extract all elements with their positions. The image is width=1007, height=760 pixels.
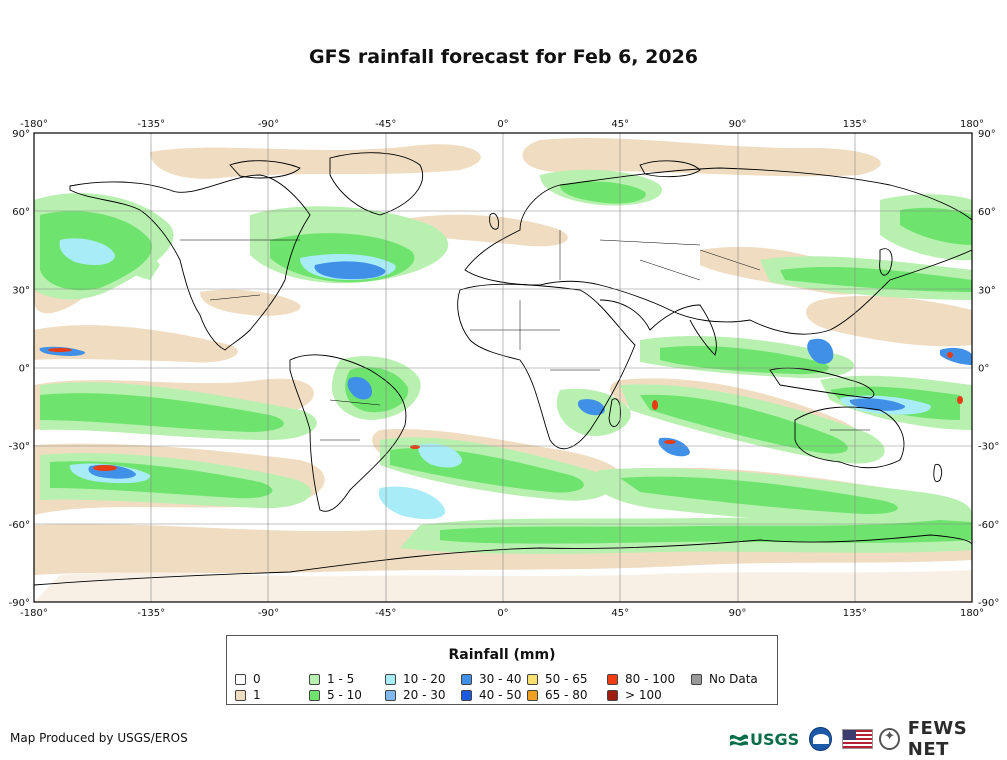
top-longitude-tick: -45° [375,119,396,130]
legend-label: 50 - 65 [545,672,588,686]
legend-swatch [309,673,320,685]
legend-item: 20 - 30 [385,688,446,702]
state-department-seal-icon [879,728,900,750]
left-latitude-tick: -60° [9,520,30,531]
right-latitude-tick: 90° [978,129,996,140]
legend-label: 0 [253,672,261,686]
left-latitude-tick: 90° [12,129,30,140]
map-title: GFS rainfall forecast for Feb 6, 2026 [308,46,699,68]
usgs-logo: USGS [730,730,799,749]
right-latitude-tick: -90° [978,598,999,609]
bottom-longitude-tick: 45° [611,608,629,619]
legend-label: 10 - 20 [403,672,446,686]
top-longitude-tick: 90° [729,119,747,130]
us-flag-icon [841,729,874,749]
gridlines [34,133,972,602]
legend-item: 1 - 5 [309,672,354,686]
bottom-longitude-tick: 180° [960,608,984,619]
legend-item: 65 - 80 [527,688,588,702]
legend-swatch [527,673,538,685]
bottom-longitude-tick: -90° [258,608,279,619]
legend-swatch [691,673,702,685]
legend-item: 80 - 100 [607,672,675,686]
top-longitude-tick: 180° [960,119,984,130]
legend-item: 50 - 65 [527,672,588,686]
right-latitude-tick: 0° [978,364,989,375]
right-latitude-tick: -30° [978,442,999,453]
noaa-logo [809,727,832,751]
coastlines [34,152,972,602]
legend-item: 40 - 50 [461,688,522,702]
bottom-longitude-tick: -135° [137,608,165,619]
fews-net-logo: FEWS NET [907,718,968,760]
top-longitude-tick: 135° [843,119,867,130]
bottom-longitude-tick: -45° [375,608,396,619]
legend-swatch [527,689,538,701]
map-frame [33,132,973,603]
left-latitude-tick: -30° [9,442,30,453]
left-latitude-tick: 0° [19,364,30,375]
rain-layer-80-100mm [48,348,963,471]
credit-text: Map Produced by USGS/EROS [10,731,188,745]
legend-swatch [235,689,246,701]
legend-swatch [309,689,320,701]
legend-swatch [607,673,618,685]
legend-label: > 100 [625,688,662,702]
usgs-wave-icon [730,734,748,746]
legend-label: No Data [709,672,758,686]
legend-item: > 100 [607,688,662,702]
right-latitude-tick: 60° [978,207,996,218]
bottom-longitude-tick: 90° [729,608,747,619]
legend-label: 20 - 30 [403,688,446,702]
legend-label: 80 - 100 [625,672,676,686]
legend-label: 1 - 5 [327,672,355,686]
legend-item: 10 - 20 [385,672,446,686]
legend-item: 5 - 10 [309,688,362,702]
legend-swatch [235,673,246,685]
legend-item: No Data [691,672,758,686]
top-longitude-tick: -135° [137,119,165,130]
legend-label: 40 - 50 [479,688,522,702]
country-borders [180,230,870,441]
right-latitude-tick: 30° [978,285,996,296]
left-latitude-tick: 60° [12,207,30,218]
bottom-longitude-tick: 135° [843,608,867,619]
legend: Rainfall (mm) 0 1 1 - 5 5 - 10 10 - 20 20 - 3… [226,635,778,705]
usgs-logo-text: USGS [750,729,800,749]
legend-item: 1 [235,688,261,702]
left-latitude-tick: -90° [9,598,30,609]
legend-swatch [385,673,396,685]
top-longitude-tick: 45° [611,119,629,130]
left-latitude-tick: 30° [12,285,30,296]
right-latitude-tick: -60° [978,520,999,531]
legend-swatch [607,689,618,701]
legend-label: 30 - 40 [479,672,522,686]
axis-ticks: -180° -180° -135° -135° -90° -90° -45° -45° 0° 0°… [9,119,1000,619]
legend-swatch [461,673,472,685]
legend-swatch [461,689,472,701]
legend-label: 5 - 10 [327,688,362,702]
legend-item: 30 - 40 [461,672,522,686]
top-longitude-tick: -180° [20,119,48,130]
legend-swatch [385,689,396,701]
top-longitude-tick: 0° [497,119,508,130]
legend-label: 65 - 80 [545,688,588,702]
bottom-longitude-tick: -180° [20,608,48,619]
legend-label: 1 [253,688,261,702]
bottom-longitude-tick: 0° [497,608,508,619]
legend-title: Rainfall (mm) [448,647,556,663]
logo-strip: USGS FEWS NET [730,718,1007,760]
legend-item: 0 [235,672,261,686]
top-longitude-tick: -90° [258,119,279,130]
